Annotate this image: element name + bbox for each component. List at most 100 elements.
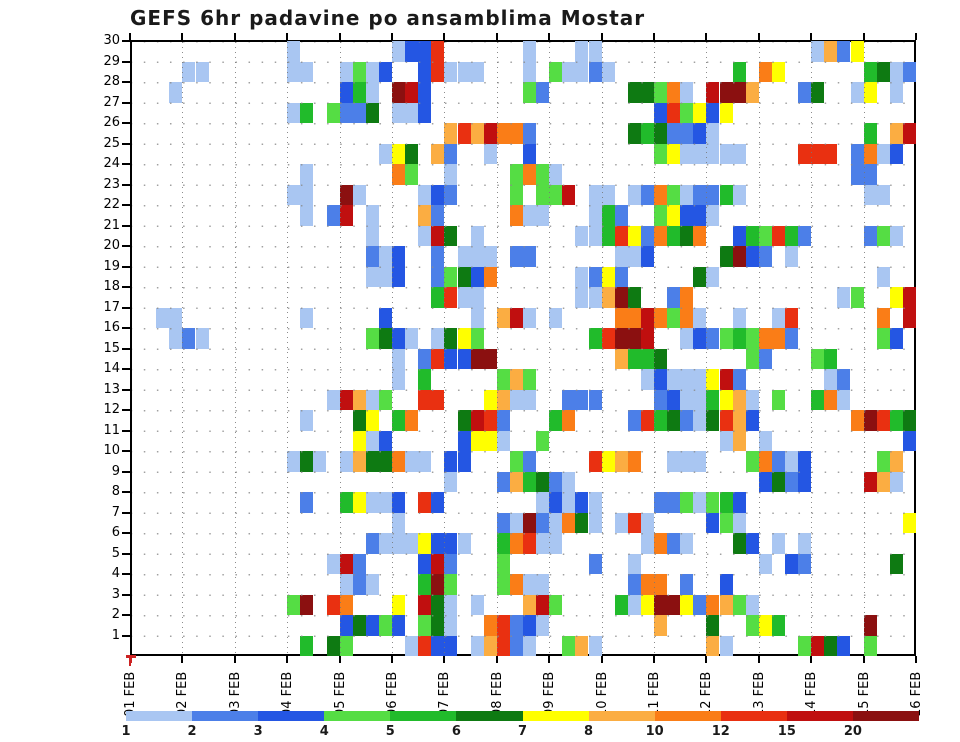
x-tick-top: [338, 33, 341, 40]
y-tick: [122, 409, 130, 411]
colorbar-segment: [258, 711, 325, 721]
y-tick-label: 29: [103, 53, 120, 69]
heatmap-cell: [418, 82, 432, 103]
colorbar-level-label: 12: [711, 724, 730, 739]
heatmap-cell: [300, 635, 314, 656]
heatmap-cell: [457, 533, 471, 554]
heatmap-cell: [378, 143, 392, 164]
heatmap-cell: [601, 225, 615, 246]
y-tick: [122, 245, 130, 247]
heatmap-cell: [863, 410, 877, 431]
heatmap-cell: [667, 369, 681, 390]
x-tick: [495, 656, 498, 663]
heatmap-cell: [339, 82, 353, 103]
heatmap-cell: [745, 246, 759, 267]
x-tick-top: [233, 33, 236, 40]
heatmap-cell: [523, 512, 537, 533]
heatmap-cell: [627, 574, 641, 595]
heatmap-cell: [706, 143, 720, 164]
heatmap-cell: [771, 471, 785, 492]
heatmap-cell: [798, 451, 812, 472]
y-tick-label: 6: [111, 525, 120, 540]
heatmap-cell: [654, 123, 668, 144]
x-tick-top: [129, 33, 131, 40]
heatmap-cell: [680, 533, 694, 554]
heatmap-cell: [680, 225, 694, 246]
heatmap-cell: [680, 143, 694, 164]
heatmap-cell: [300, 307, 314, 328]
heatmap-cell: [470, 635, 484, 656]
heatmap-cell: [745, 82, 759, 103]
y-tick-label: 5: [111, 545, 120, 561]
heatmap-cell: [588, 328, 602, 349]
y-tick-label: 24: [103, 156, 120, 171]
heatmap-cell: [523, 82, 537, 103]
heatmap-cell: [706, 82, 720, 103]
heatmap-cell: [431, 41, 445, 62]
heatmap-cell: [732, 225, 746, 246]
heatmap-cell: [889, 143, 903, 164]
heatmap-cell: [719, 389, 733, 410]
heatmap-cell: [588, 266, 602, 287]
heatmap-cell: [640, 512, 654, 533]
heatmap-cell: [523, 205, 537, 226]
heatmap-cell: [444, 123, 458, 144]
heatmap-cell: [326, 102, 340, 123]
heatmap-cell: [431, 61, 445, 82]
heatmap-cell: [745, 594, 759, 615]
heatmap-cell: [706, 410, 720, 431]
heatmap-cell: [706, 123, 720, 144]
colorbar-segment: [786, 711, 854, 721]
heatmap-cell: [352, 451, 366, 472]
heatmap-cell: [785, 225, 799, 246]
heatmap-cell: [654, 410, 668, 431]
heatmap-cell: [549, 164, 563, 185]
heatmap-cell: [365, 82, 379, 103]
heatmap-cell: [627, 307, 641, 328]
heatmap-cell: [798, 143, 812, 164]
heatmap-cell: [902, 287, 916, 308]
heatmap-cell: [745, 225, 759, 246]
heatmap-cell: [418, 61, 432, 82]
heatmap-cell: [680, 328, 694, 349]
heatmap-cell: [418, 41, 432, 62]
heatmap-cell: [654, 533, 668, 554]
heatmap-cell: [352, 492, 366, 513]
heatmap-cell: [392, 164, 406, 185]
heatmap-cell: [549, 307, 563, 328]
x-tick-top: [495, 33, 498, 40]
heatmap-cell: [365, 492, 379, 513]
heatmap-cell: [706, 389, 720, 410]
heatmap-cell: [745, 328, 759, 349]
heatmap-cell: [627, 512, 641, 533]
heatmap-cell: [575, 61, 589, 82]
heatmap-cell: [405, 164, 419, 185]
heatmap-cell: [614, 246, 628, 267]
heatmap-cell: [876, 307, 890, 328]
heatmap-cell: [732, 430, 746, 451]
y-tick-label: 21: [103, 217, 120, 233]
heatmap-cell: [719, 635, 733, 656]
heatmap-cell: [601, 266, 615, 287]
heatmap-cell: [785, 553, 799, 574]
heatmap-cell: [418, 369, 432, 390]
heatmap-cell: [785, 471, 799, 492]
y-tick-label: 20: [103, 238, 120, 253]
x-tick: [915, 656, 917, 663]
heatmap-cell: [771, 389, 785, 410]
heatmap-cell: [693, 123, 707, 144]
heatmap-cell: [378, 533, 392, 554]
heatmap-cell: [496, 512, 510, 533]
heatmap-cell: [627, 410, 641, 431]
heatmap-cell: [732, 246, 746, 267]
heatmap-cell: [549, 471, 563, 492]
heatmap-cell: [654, 492, 668, 513]
y-tick: [122, 306, 130, 309]
x-tick: [653, 656, 655, 663]
heatmap-cell: [837, 41, 851, 62]
heatmap-cell: [575, 512, 589, 533]
heatmap-cell: [483, 410, 497, 431]
heatmap-cell: [444, 225, 458, 246]
heatmap-cell: [444, 553, 458, 574]
heatmap-cell: [483, 348, 497, 369]
